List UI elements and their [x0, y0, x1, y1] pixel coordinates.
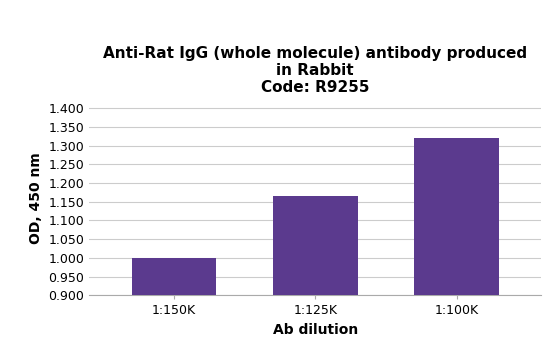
Bar: [132, 258, 217, 295]
Bar: [273, 196, 358, 295]
Title: Anti-Rat IgG (whole molecule) antibody produced
in Rabbit
Code: R9255: Anti-Rat IgG (whole molecule) antibody p…: [103, 46, 527, 95]
X-axis label: Ab dilution: Ab dilution: [273, 323, 358, 337]
Y-axis label: OD, 450 nm: OD, 450 nm: [29, 152, 43, 244]
Bar: [414, 138, 499, 295]
